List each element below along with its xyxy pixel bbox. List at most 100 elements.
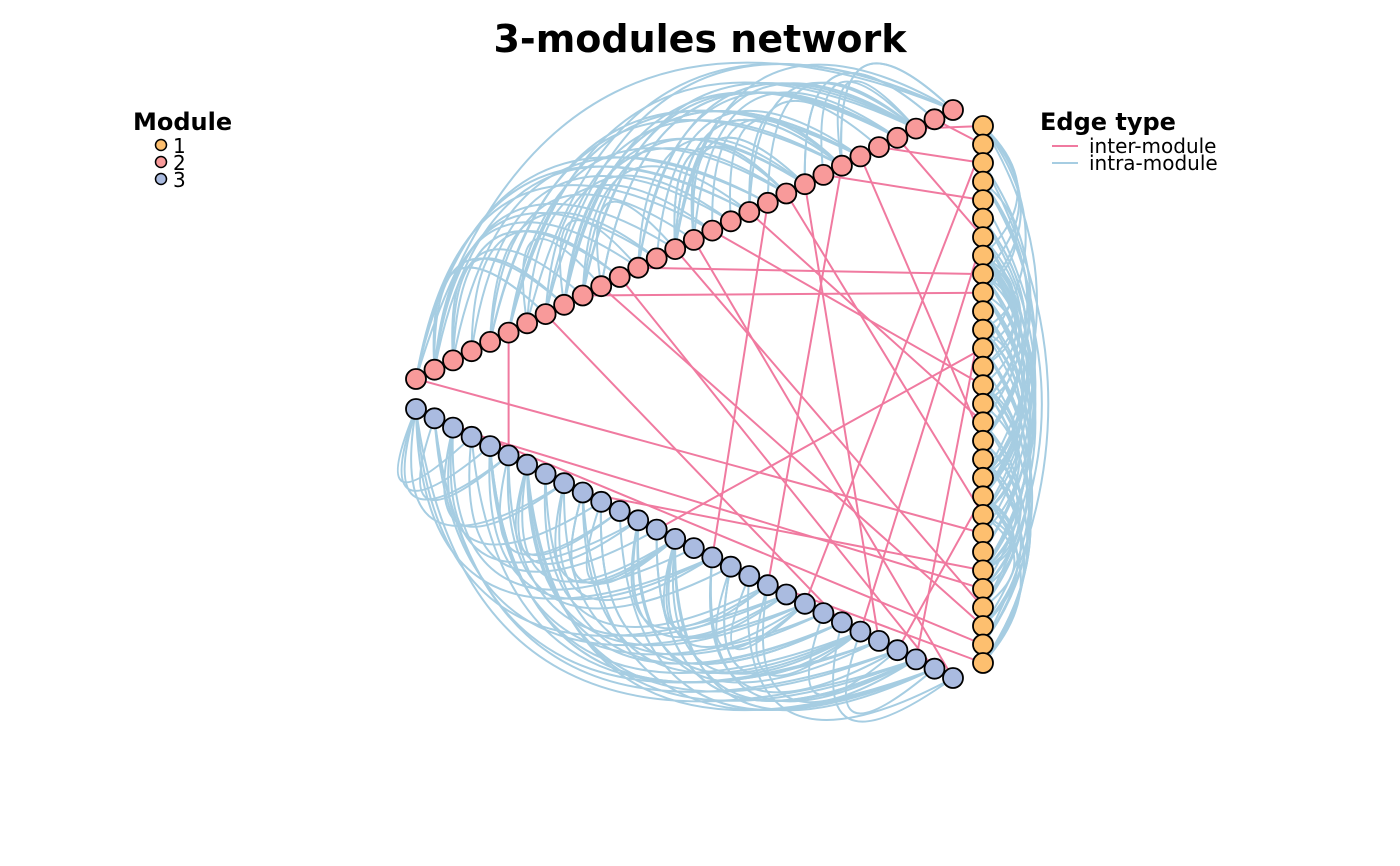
module-1-node: [972, 633, 994, 656]
intra-module-edge: [632, 520, 787, 639]
inter-module-edge: [878, 146, 984, 164]
intra-module-edge: [596, 200, 676, 287]
module-2-node: [849, 145, 872, 168]
intra-module-edge: [570, 492, 676, 585]
intra-module-edge: [488, 446, 713, 601]
inter-module-edge: [859, 156, 984, 442]
module-1-node: [972, 429, 994, 452]
module-3-node: [608, 500, 631, 522]
module-1-node: [972, 504, 994, 526]
intra-module-edge: [845, 631, 936, 715]
intra-module-edge: [433, 165, 750, 370]
module-2-node: [942, 99, 964, 121]
module-1-node: [972, 226, 994, 249]
intra-module-edge: [807, 612, 899, 696]
module-1-node: [972, 207, 994, 230]
intra-module-label: intra-module: [1089, 151, 1218, 175]
module-2-node: [886, 126, 909, 149]
intra-module-edge: [637, 82, 917, 268]
module-2-node: [553, 293, 575, 316]
intra-module-edge: [470, 175, 732, 352]
intra-module-edge: [507, 455, 787, 637]
intra-module-edge: [671, 538, 861, 675]
module-3-node: [775, 583, 798, 606]
module-3-node: [812, 602, 835, 624]
intra-module-edge: [403, 408, 510, 501]
module-1-node: [972, 448, 994, 471]
module-2-node: [775, 182, 798, 205]
inter-module-edge: [656, 347, 984, 531]
intra-module-edge: [514, 464, 621, 557]
module-1-node: [972, 244, 994, 267]
edge-type-legend: Edge type inter-module intra-module: [1040, 108, 1218, 175]
module-3-node: [590, 490, 613, 513]
intra-module-edge: [415, 408, 713, 600]
module-3-node: [553, 472, 575, 495]
module-2-node: [460, 340, 483, 363]
inter-module-edge: [823, 173, 984, 202]
module-2-node: [608, 266, 631, 288]
intra-module-edge: [470, 229, 621, 352]
intra-module-edge: [982, 421, 1029, 664]
intra-module-edge: [982, 125, 1022, 294]
intra-module-edge: [982, 329, 1021, 479]
module-1-node: [972, 318, 994, 341]
inter-module-edge: [915, 311, 984, 660]
intra-module-edge: [748, 99, 880, 213]
intra-module-edge: [982, 255, 1035, 571]
module-2-label: 2: [173, 151, 186, 175]
module-1-node: [972, 374, 994, 397]
module-1-node: [972, 411, 994, 434]
module-2-node: [405, 368, 427, 390]
module-1-node: [972, 466, 994, 489]
inter-module-edge: [638, 266, 984, 276]
module-3-node: [479, 435, 502, 458]
intra-module-edge: [544, 174, 732, 315]
inter-module-edges: [415, 118, 984, 679]
intra-module-edge: [443, 427, 565, 528]
intra-module-edge: [982, 384, 1032, 664]
module-3-node: [868, 630, 890, 652]
module-2-node: [794, 173, 816, 196]
module-3-node: [831, 611, 853, 634]
module-1-node: [972, 281, 994, 304]
module-3-node: [627, 509, 650, 532]
intra-module-edge: [674, 538, 935, 712]
intra-module-edge: [692, 91, 898, 240]
intra-module-edge: [410, 408, 565, 527]
module-1-node: [972, 263, 994, 286]
inter-module-edge: [803, 144, 984, 605]
module-1-node: [972, 541, 994, 563]
module-3-node: [923, 657, 946, 680]
inter-module-edge: [766, 165, 843, 586]
module-3-swatch: [154, 172, 168, 186]
module-3-node: [497, 444, 520, 467]
intra-module-edge: [674, 63, 954, 250]
module-1-node: [972, 189, 994, 212]
intra-module-edge: [982, 180, 1017, 294]
module-3-node: [460, 425, 483, 448]
intra-module-edge: [433, 418, 898, 693]
module-3-node: [738, 565, 761, 587]
intra-module-edge: [729, 118, 843, 222]
intra-module-edge: [489, 193, 695, 342]
inter-module-edge: [415, 378, 984, 535]
module-legend-title: Module: [133, 108, 232, 136]
module-3-node: [942, 667, 964, 689]
inter-module-edge: [582, 291, 984, 297]
inter-module-edge: [896, 137, 984, 238]
module-3-node: [905, 648, 927, 671]
intra-module-edge: [982, 384, 1021, 535]
module-1-node: [972, 170, 994, 193]
intra-module-edge: [581, 91, 898, 296]
intra-module-edge: [746, 575, 954, 721]
intra-module-edge: [563, 110, 861, 305]
intra-module-edge: [840, 62, 954, 166]
intra-module-edge: [447, 427, 602, 546]
intra-module-edge: [982, 328, 1014, 405]
module-3-node: [405, 398, 427, 420]
intra-module-edge: [655, 109, 861, 259]
module-1-node: [972, 152, 994, 174]
intra-module-edge: [452, 230, 621, 361]
inter-module-edge: [915, 125, 984, 130]
